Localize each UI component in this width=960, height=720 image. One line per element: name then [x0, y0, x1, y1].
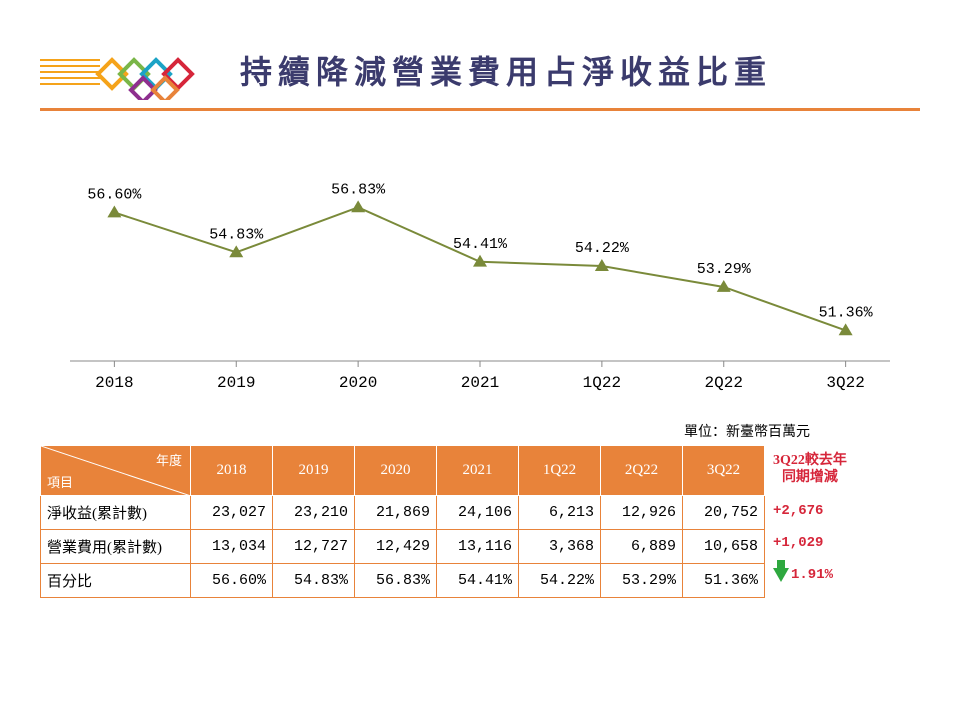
table-cell: 23,210 [273, 496, 355, 530]
row-label: 百分比 [41, 564, 191, 598]
table-cell: 10,658 [683, 530, 765, 564]
svg-text:2021: 2021 [461, 374, 499, 392]
table-cell: 21,869 [355, 496, 437, 530]
svg-text:54.22%: 54.22% [575, 240, 630, 257]
svg-text:2020: 2020 [339, 374, 377, 392]
svg-text:54.83%: 54.83% [209, 226, 264, 243]
logo-icon [40, 40, 210, 100]
table-cell: 23,027 [191, 496, 273, 530]
table-cell: 56.60% [191, 564, 273, 598]
table-row: 營業費用(累計數)13,03412,72712,42913,1163,3686,… [41, 530, 765, 564]
title-rule [40, 108, 920, 111]
line-chart: 2018 2019 2020 2021 1Q22 2Q22 3Q22 56.60% 54.83%… [50, 141, 910, 401]
page-title: 持續降減營業費用占淨收益比重 [240, 47, 772, 93]
table-cell: 53.29% [601, 564, 683, 598]
svg-text:2Q22: 2Q22 [705, 374, 743, 392]
svg-text:51.36%: 51.36% [819, 304, 874, 321]
delta-value: +2,676 [773, 495, 847, 527]
data-table: 年度 項目20182019202020211Q222Q223Q22 淨收益(累計… [40, 445, 765, 598]
svg-text:56.60%: 56.60% [87, 187, 142, 204]
table-cell: 51.36% [683, 564, 765, 598]
corner-bottom-label: 項目 [47, 472, 73, 491]
col-header: 2Q22 [601, 446, 683, 496]
table-cell: 12,727 [273, 530, 355, 564]
delta-header: 3Q22較去年同期增減 [773, 445, 847, 495]
unit-label: 單位：新臺幣百萬元 [40, 421, 920, 441]
col-header: 2020 [355, 446, 437, 496]
table-cell: 6,889 [601, 530, 683, 564]
col-header: 2019 [273, 446, 355, 496]
table-row: 淨收益(累計數)23,02723,21021,86924,1066,21312,… [41, 496, 765, 530]
table-row: 百分比56.60%54.83%56.83%54.41%54.22%53.29%5… [41, 564, 765, 598]
delta-value: 1.91% [773, 559, 847, 591]
table-corner: 年度 項目 [41, 446, 191, 496]
table-cell: 54.22% [519, 564, 601, 598]
chart-svg: 2018 2019 2020 2021 1Q22 2Q22 3Q22 56.60% 54.83%… [50, 141, 910, 401]
svg-text:3Q22: 3Q22 [826, 374, 864, 392]
table-cell: 12,926 [601, 496, 683, 530]
table-cell: 54.41% [437, 564, 519, 598]
svg-text:53.29%: 53.29% [697, 261, 752, 278]
table-cell: 56.83% [355, 564, 437, 598]
table-cell: 13,116 [437, 530, 519, 564]
table-area: 年度 項目20182019202020211Q222Q223Q22 淨收益(累計… [40, 445, 920, 598]
svg-text:2019: 2019 [217, 374, 255, 392]
svg-text:56.83%: 56.83% [331, 181, 386, 198]
col-header: 2021 [437, 446, 519, 496]
corner-top-label: 年度 [156, 450, 182, 469]
col-header: 3Q22 [683, 446, 765, 496]
table-cell: 3,368 [519, 530, 601, 564]
delta-column: 3Q22較去年同期增減+2,676+1,0291.91% [773, 445, 847, 591]
svg-text:54.41%: 54.41% [453, 236, 508, 253]
delta-value: +1,029 [773, 527, 847, 559]
row-label: 淨收益(累計數) [41, 496, 191, 530]
svg-text:1Q22: 1Q22 [583, 374, 621, 392]
table-cell: 13,034 [191, 530, 273, 564]
table-cell: 20,752 [683, 496, 765, 530]
col-header: 2018 [191, 446, 273, 496]
table-cell: 6,213 [519, 496, 601, 530]
row-label: 營業費用(累計數) [41, 530, 191, 564]
col-header: 1Q22 [519, 446, 601, 496]
table-cell: 24,106 [437, 496, 519, 530]
svg-text:2018: 2018 [95, 374, 133, 392]
slide-header: 持續降減營業費用占淨收益比重 [40, 40, 920, 100]
down-arrow-icon [773, 568, 789, 582]
table-cell: 54.83% [273, 564, 355, 598]
table-cell: 12,429 [355, 530, 437, 564]
